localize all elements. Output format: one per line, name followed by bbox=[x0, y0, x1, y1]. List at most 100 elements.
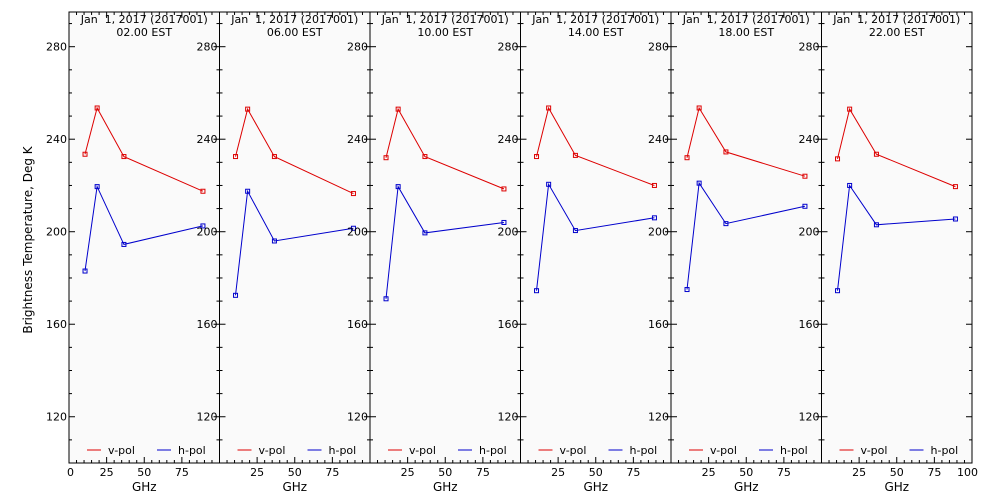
y-tick-label: 200 bbox=[46, 226, 67, 239]
data-point bbox=[82, 268, 88, 274]
data-point bbox=[350, 225, 356, 231]
data-point bbox=[952, 184, 958, 190]
plot-frame bbox=[520, 11, 672, 464]
panel-time: 02.00 EST bbox=[116, 26, 172, 39]
data-point bbox=[873, 151, 879, 157]
x-tick-label: 25 bbox=[852, 466, 866, 479]
data-point bbox=[723, 221, 729, 227]
y-tick-label: 160 bbox=[347, 318, 368, 331]
legend-label: v-pol bbox=[409, 444, 436, 457]
data-point bbox=[245, 188, 251, 194]
panel-title: Jan 1, 2017 (2017001) bbox=[381, 13, 509, 26]
y-axis-label: Brightness Temperature, Deg K bbox=[21, 145, 35, 333]
series-line bbox=[536, 182, 655, 291]
y-tick-label: 280 bbox=[197, 41, 218, 54]
data-point bbox=[534, 154, 540, 160]
x-axis-label: GHz bbox=[583, 480, 608, 494]
data-point bbox=[546, 181, 552, 187]
chart-panel: Jan 1, 2017 (2017001)06.00 EST 120 160 200 2… bbox=[197, 11, 371, 494]
y-tick-label: 280 bbox=[498, 41, 519, 54]
data-point bbox=[395, 184, 401, 190]
series-line bbox=[235, 107, 354, 195]
plot-frame bbox=[369, 11, 521, 464]
data-point bbox=[802, 173, 808, 179]
x-tick-label: 50 bbox=[137, 466, 151, 479]
x-axis-label: GHz bbox=[734, 480, 759, 494]
data-point bbox=[501, 186, 507, 192]
y-tick-label: 200 bbox=[799, 226, 820, 239]
series-line bbox=[84, 106, 204, 192]
y-tick-label: 120 bbox=[197, 411, 218, 424]
panel-title: Jan 1, 2017 (2017001) bbox=[80, 13, 208, 26]
series-line bbox=[536, 106, 655, 186]
panel-title: Jan 1, 2017 (2017001) bbox=[682, 13, 810, 26]
data-point bbox=[94, 105, 100, 111]
y-tick-label: 240 bbox=[46, 133, 67, 146]
chart-panel: Jan 1, 2017 (2017001)02.00 EST 120 160 200 2… bbox=[46, 11, 220, 494]
x-tick-label: 25 bbox=[401, 466, 415, 479]
series-line bbox=[837, 184, 956, 291]
y-tick-label: 280 bbox=[46, 41, 67, 54]
x-axis-label: GHz bbox=[132, 480, 157, 494]
x-tick-label: 50 bbox=[589, 466, 603, 479]
data-point bbox=[121, 241, 127, 247]
data-point bbox=[383, 296, 389, 302]
x-tick-label: 25 bbox=[250, 466, 264, 479]
panel-title: Jan 1, 2017 (2017001) bbox=[230, 13, 358, 26]
plot-frame bbox=[68, 11, 220, 464]
y-tick-label: 240 bbox=[799, 133, 820, 146]
plot-frame bbox=[821, 11, 973, 464]
data-point bbox=[572, 152, 578, 158]
y-tick-label: 280 bbox=[347, 41, 368, 54]
panel-time: 18.00 EST bbox=[718, 26, 774, 39]
data-point bbox=[422, 154, 428, 160]
x-tick-label: 75 bbox=[175, 466, 189, 479]
y-tick-label: 120 bbox=[46, 411, 67, 424]
x-tick-label: 50 bbox=[438, 466, 452, 479]
data-point bbox=[501, 219, 507, 225]
data-point bbox=[651, 182, 657, 188]
plot-frame bbox=[670, 11, 822, 464]
data-point bbox=[873, 222, 879, 228]
x-axis-label: GHz bbox=[433, 480, 458, 494]
panel-time: 06.00 EST bbox=[267, 26, 323, 39]
data-point bbox=[200, 223, 206, 229]
y-tick-label: 280 bbox=[648, 41, 669, 54]
series-line bbox=[235, 189, 354, 296]
data-point bbox=[245, 106, 251, 112]
data-point bbox=[121, 154, 127, 160]
panel-title: Jan 1, 2017 (2017001) bbox=[832, 13, 960, 26]
data-point bbox=[94, 184, 100, 190]
y-tick-label: 160 bbox=[799, 318, 820, 331]
data-point bbox=[383, 155, 389, 161]
data-point bbox=[952, 216, 958, 222]
series-line bbox=[84, 184, 204, 272]
data-point bbox=[271, 238, 277, 244]
data-point bbox=[835, 288, 841, 294]
x-axis-label: GHz bbox=[884, 480, 909, 494]
panel-title: Jan 1, 2017 (2017001) bbox=[531, 13, 659, 26]
legend-label: v-pol bbox=[861, 444, 888, 457]
y-tick-label: 200 bbox=[197, 226, 218, 239]
x-tick-label: 75 bbox=[476, 466, 490, 479]
y-tick-label: 240 bbox=[648, 133, 669, 146]
legend-label: h-pol bbox=[931, 444, 959, 457]
data-point bbox=[723, 149, 729, 155]
y-tick-label: 240 bbox=[347, 133, 368, 146]
panel-time: 10.00 EST bbox=[417, 26, 473, 39]
data-point bbox=[835, 156, 841, 162]
data-point bbox=[546, 105, 552, 111]
series-line bbox=[686, 181, 806, 290]
panels: Jan 1, 2017 (2017001)02.00 EST1201602002… bbox=[46, 11, 978, 494]
y-tick-label: 200 bbox=[498, 226, 519, 239]
data-point bbox=[696, 180, 702, 186]
data-point bbox=[233, 154, 239, 160]
x-tick-label: 25 bbox=[702, 466, 716, 479]
y-tick-label: 120 bbox=[648, 411, 669, 424]
x-tick-label: 75 bbox=[927, 466, 941, 479]
series-line bbox=[837, 107, 956, 188]
chart-panel: Jan 1, 2017 (2017001)10.00 EST 120 160 200 2… bbox=[347, 11, 521, 494]
legend-label: h-pol bbox=[178, 444, 206, 457]
panel-time: 22.00 EST bbox=[869, 26, 925, 39]
data-point bbox=[350, 191, 356, 197]
